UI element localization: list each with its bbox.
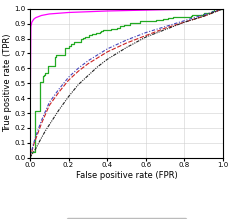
- Y-axis label: True positive rate (TPR): True positive rate (TPR): [3, 34, 12, 132]
- Legend: Sta. deviation, Skewness, Variance, Kurtosis, Mean: Sta. deviation, Skewness, Variance, Kurt…: [67, 218, 185, 219]
- X-axis label: False positive rate (FPR): False positive rate (FPR): [75, 171, 177, 180]
